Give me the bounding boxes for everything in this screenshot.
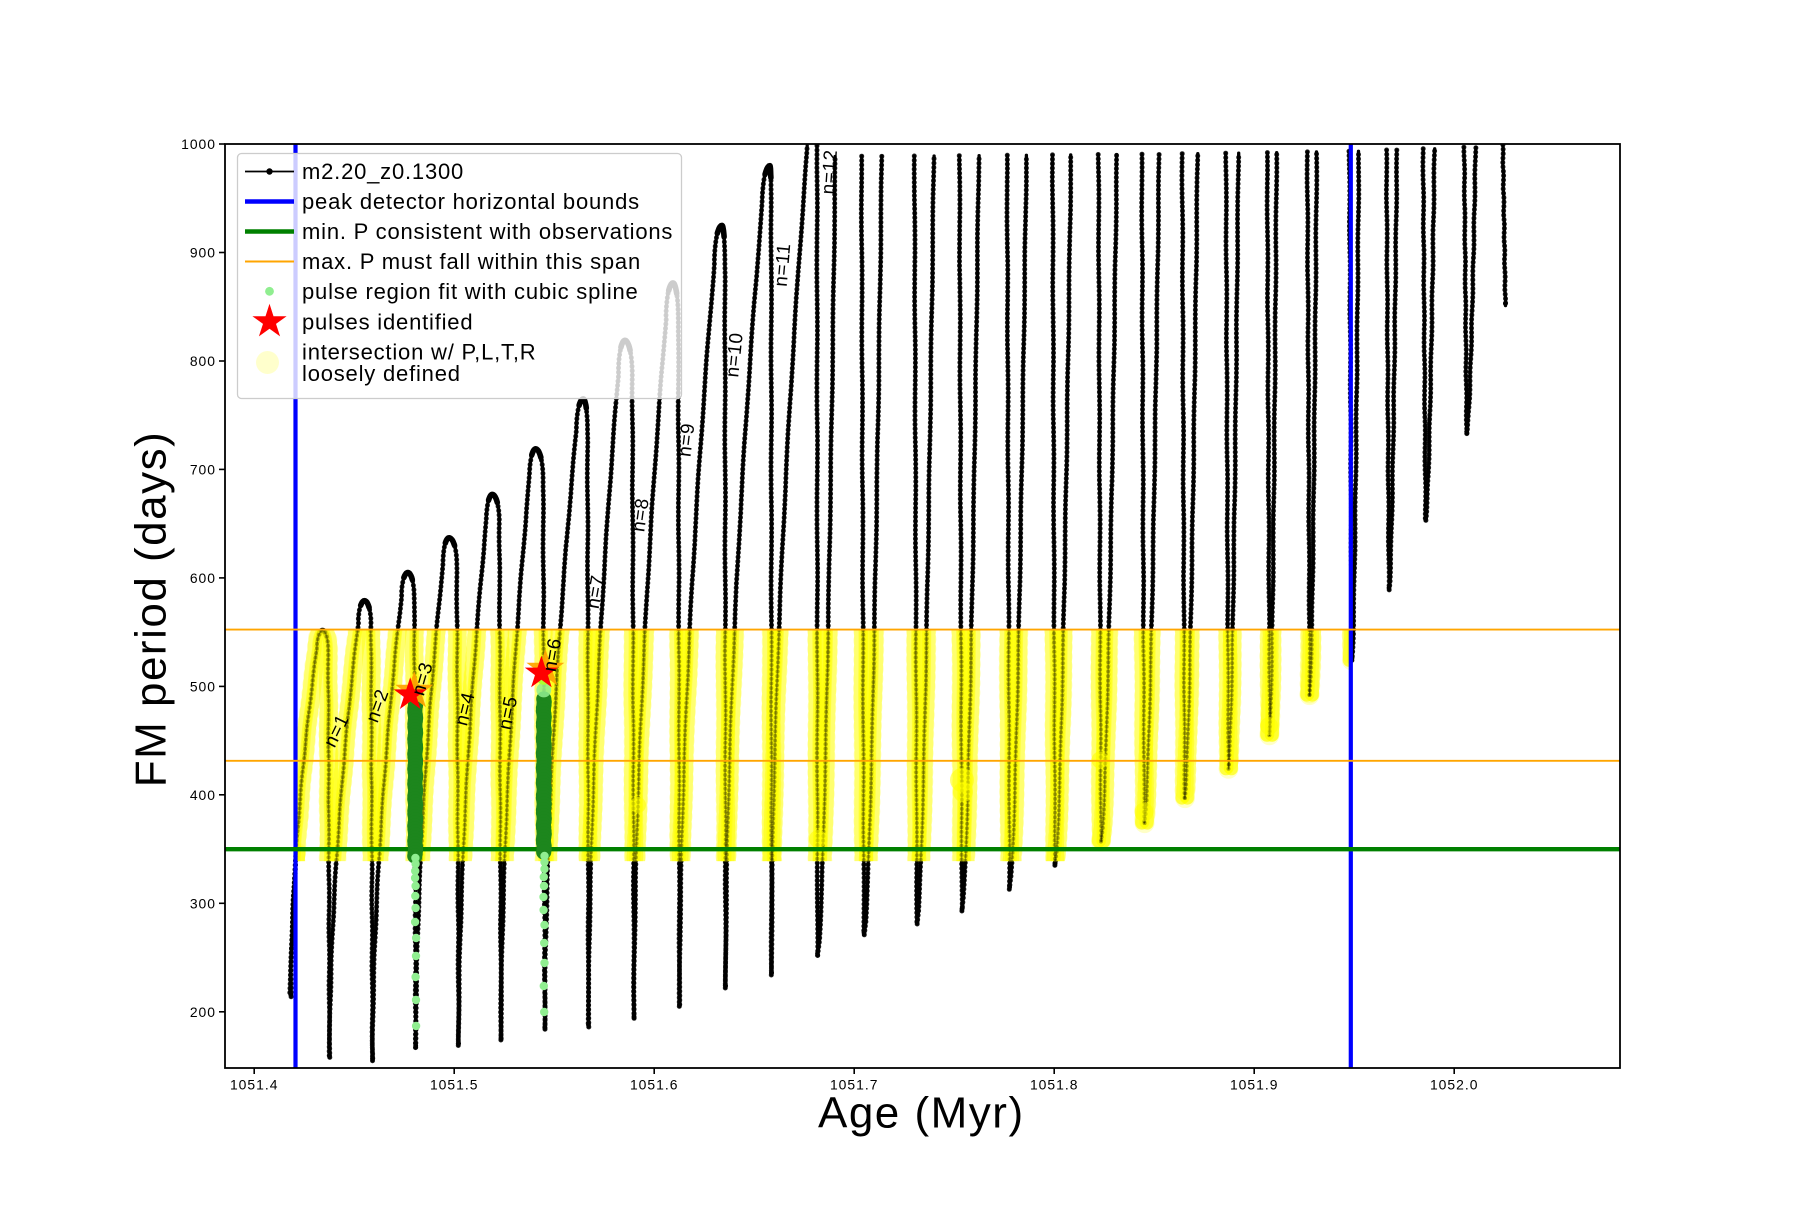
svg-text:n=11: n=11 [771, 242, 796, 287]
svg-text:Age (Myr): Age (Myr) [818, 1089, 1025, 1138]
svg-text:900: 900 [190, 245, 216, 261]
svg-text:n=9: n=9 [675, 422, 700, 458]
svg-text:m2.20_z0.1300: m2.20_z0.1300 [302, 159, 464, 184]
svg-text:min. P consistent with observa: min. P consistent with observations [302, 219, 673, 244]
svg-text:1051.7: 1051.7 [830, 1077, 879, 1093]
svg-text:pulse region fit with cubic sp: pulse region fit with cubic spline [302, 279, 639, 304]
svg-text:intersection w/ P,L,T,R: intersection w/ P,L,T,R [302, 339, 536, 364]
svg-text:400: 400 [190, 787, 216, 803]
svg-text:1051.4: 1051.4 [230, 1077, 279, 1093]
svg-text:n=10: n=10 [722, 332, 748, 379]
svg-text:1051.9: 1051.9 [1230, 1077, 1279, 1093]
svg-text:600: 600 [190, 570, 216, 586]
svg-text:1051.8: 1051.8 [1030, 1077, 1079, 1093]
svg-text:1000: 1000 [181, 136, 216, 152]
svg-text:300: 300 [190, 895, 216, 911]
svg-text:200: 200 [190, 1004, 216, 1020]
svg-text:700: 700 [190, 461, 216, 477]
svg-text:500: 500 [190, 678, 216, 694]
svg-text:pulses identified: pulses identified [302, 309, 473, 334]
svg-text:800: 800 [190, 353, 216, 369]
svg-text:n=8: n=8 [628, 497, 653, 533]
svg-text:n=12: n=12 [818, 149, 842, 195]
svg-text:loosely defined: loosely defined [302, 361, 461, 386]
svg-text:FM period (days): FM period (days) [126, 431, 175, 788]
svg-text:1051.5: 1051.5 [430, 1077, 479, 1093]
svg-text:1051.6: 1051.6 [630, 1077, 679, 1093]
svg-text:1052.0: 1052.0 [1430, 1077, 1479, 1093]
svg-text:peak detector horizontal bound: peak detector horizontal bounds [302, 189, 640, 214]
svg-text:max. P must fall within this s: max. P must fall within this span [302, 249, 641, 274]
